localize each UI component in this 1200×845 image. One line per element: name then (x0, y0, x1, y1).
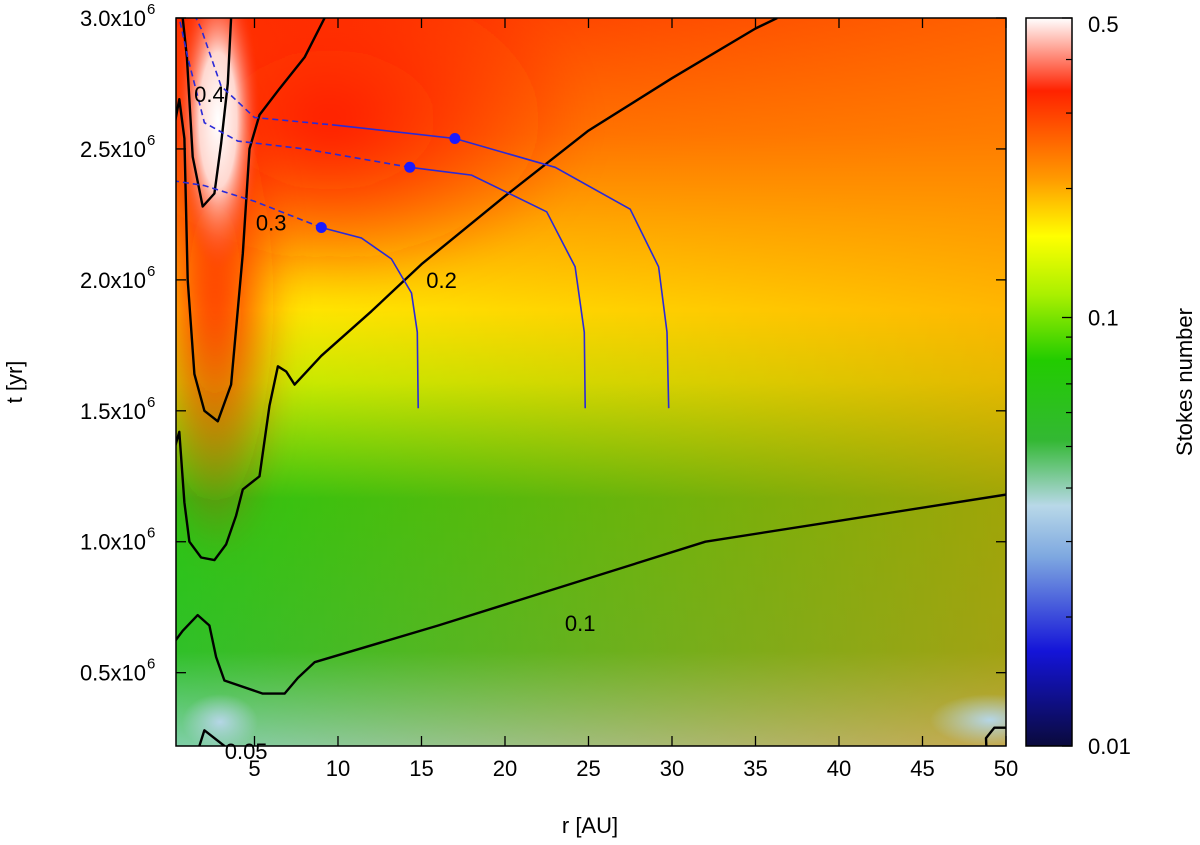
axes: 5 10 15 20 25 30 35 40 45 500.5x10 61.0x10 61.5x10 6… (80, 1, 1018, 781)
colorbar-label: Stokes number (1172, 308, 1197, 456)
heatmap-max-region (176, 18, 260, 270)
contour-label-2: 0.1 (565, 611, 596, 636)
track-dashed-2 (195, 18, 339, 127)
x-axis-label: r [AU] (562, 813, 618, 838)
plot-frame (175, 17, 1007, 747)
contour-line-0 (198, 729, 226, 746)
heatmap-field (176, 18, 1006, 746)
y-tick-label-1: 1.0x10 (80, 530, 146, 555)
track-solid-0 (321, 226, 419, 409)
y-tick-label-0: 0.5x10 (80, 661, 146, 686)
colorbar-tick-label-2: 0.01 (1088, 734, 1131, 759)
heatmap-min-region (182, 694, 258, 746)
x-tick-label-5: 30 (660, 756, 684, 781)
x-tick-label-0: 5 (248, 756, 260, 781)
contour-line-4 (176, 18, 326, 423)
colorbar (1026, 18, 1072, 746)
x-tick-label-7: 40 (827, 756, 851, 781)
track-marker-0 (315, 221, 327, 233)
x-tick-label-2: 15 (409, 756, 433, 781)
track-dashed-0 (176, 180, 322, 229)
y-tick-exponent-3: 6 (147, 263, 155, 280)
y-tick-exponent-0: 6 (147, 656, 155, 673)
track-dashed-1 (178, 18, 410, 169)
y-tick-exponent-5: 6 (147, 1, 155, 18)
y-tick-label-5: 3.0x10 (80, 6, 146, 31)
contour-line-3 (176, 18, 778, 562)
contour-label-5: 0.4 (194, 82, 225, 107)
contour-lines (176, 18, 1006, 746)
heatmap-min-region-outer (930, 694, 1006, 746)
colorbar-tick-label-1: 0.1 (1088, 306, 1119, 331)
x-tick-label-9: 50 (994, 756, 1018, 781)
particle-tracks (176, 18, 670, 409)
track-marker-1 (404, 161, 416, 173)
x-tick-label-3: 20 (493, 756, 517, 781)
y-tick-exponent-4: 6 (147, 132, 155, 149)
contour-label-0: 0.05 (225, 739, 268, 764)
contour-label-3: 0.2 (426, 268, 457, 293)
x-tick-label-6: 35 (743, 756, 767, 781)
contour-line-5 (181, 18, 233, 208)
x-tick-label-1: 10 (326, 756, 350, 781)
x-tick-label-4: 25 (576, 756, 600, 781)
contour-labels: 0.05 0.1 0.2 0.3 0.4 (194, 82, 595, 764)
y-tick-exponent-1: 6 (147, 525, 155, 542)
y-axis-label: t [yr] (2, 361, 27, 404)
y-tick-label-4: 2.5x10 (80, 137, 146, 162)
track-solid-1 (409, 166, 586, 409)
colorbar-frame (1025, 17, 1073, 747)
contour-line-1 (984, 726, 1006, 746)
colorbar-tick-label-0: 0.5 (1088, 12, 1119, 37)
contour-line-2 (176, 493, 1006, 695)
contour-label-4: 0.3 (256, 210, 287, 235)
y-tick-exponent-2: 6 (147, 394, 155, 411)
track-marker-2 (449, 132, 461, 144)
y-tick-label-3: 2.0x10 (80, 268, 146, 293)
y-tick-label-2: 1.5x10 (80, 399, 146, 424)
x-tick-label-8: 45 (910, 756, 934, 781)
colorbar-ticks: 0.5 0.1 0.01 (1062, 12, 1131, 759)
